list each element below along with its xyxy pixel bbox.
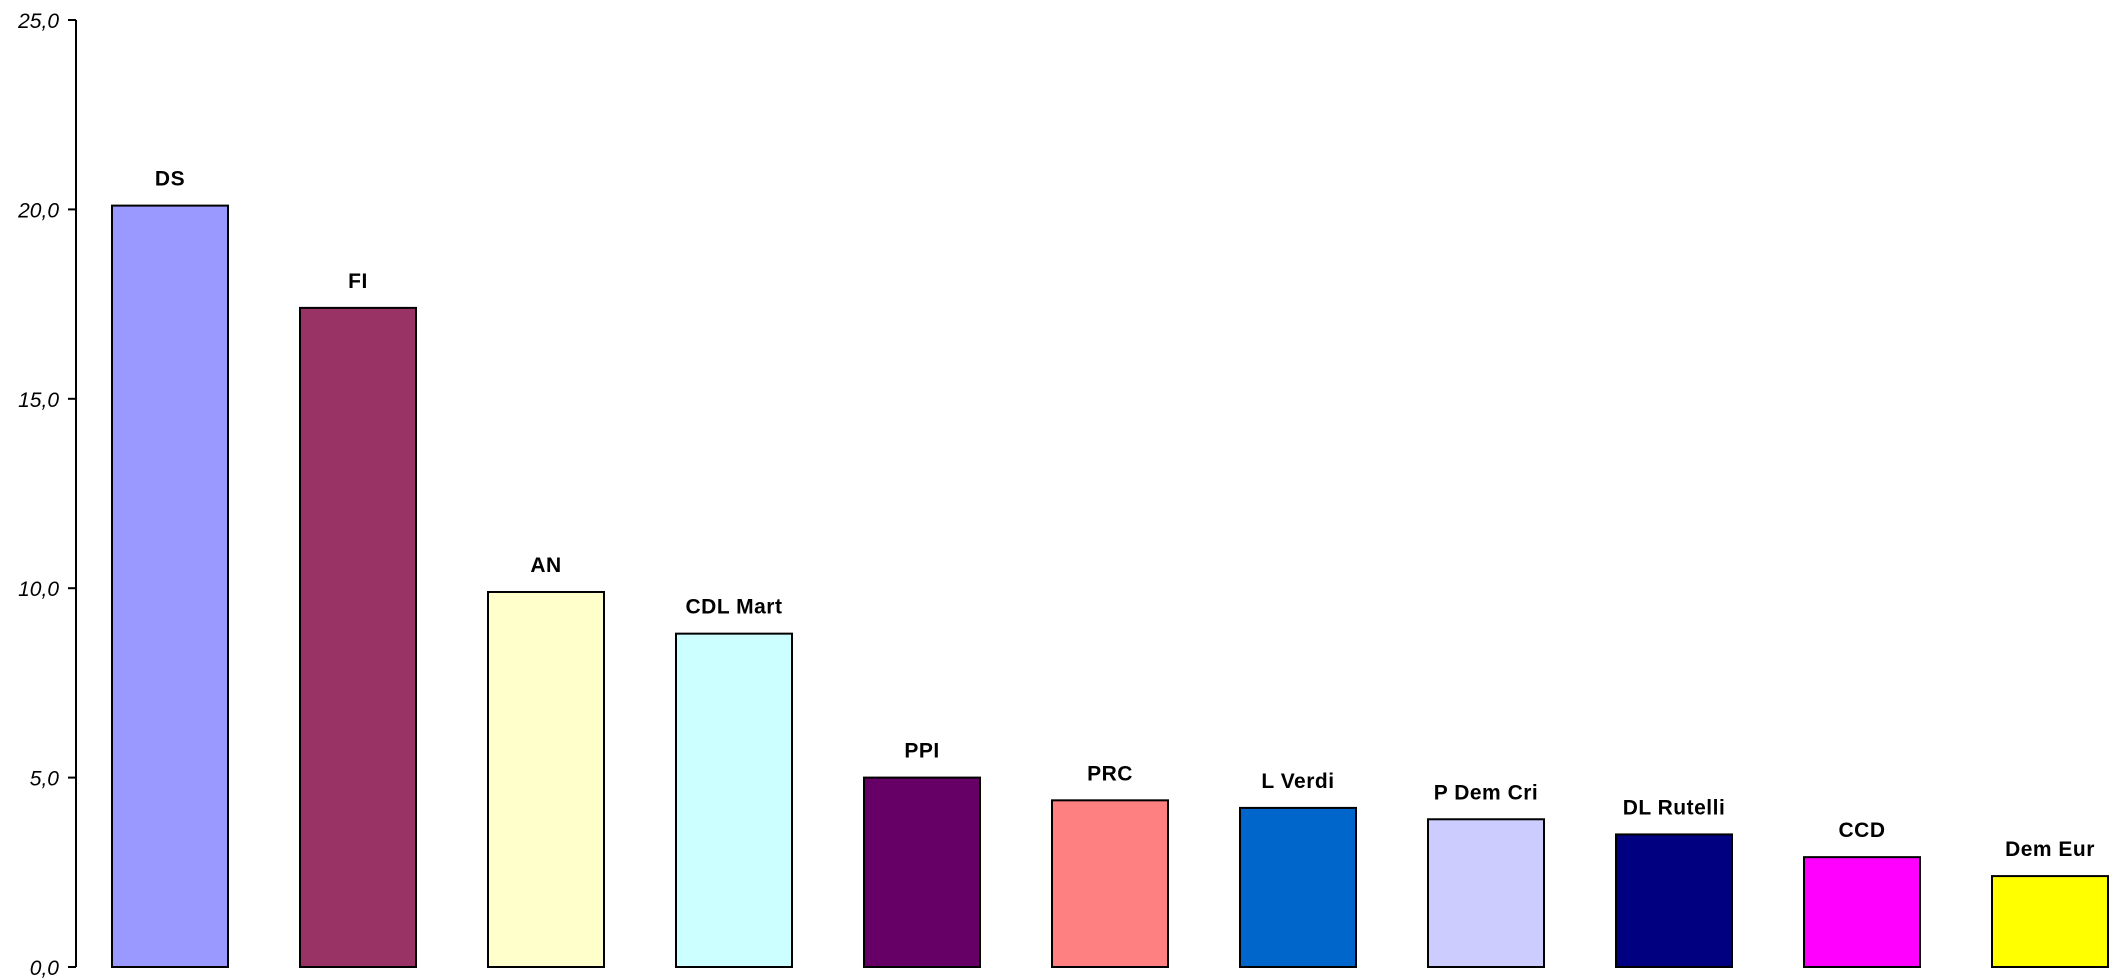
bar-prc — [1051, 799, 1169, 968]
y-tick-label: 10,0 — [18, 578, 59, 601]
y-tick-label: 25,0 — [17, 10, 59, 33]
bar-p-dem-cri — [1427, 818, 1545, 968]
bar-label: PRC — [1087, 762, 1133, 785]
bar-ccd — [1803, 856, 1921, 969]
bar-an — [487, 590, 605, 968]
bar-l-verdi — [1239, 806, 1357, 968]
bar-label: Dem Eur — [2005, 838, 2095, 861]
bar-label: PPI — [904, 740, 939, 763]
bar-fi — [299, 306, 417, 968]
y-tick-label: 20,0 — [17, 199, 59, 222]
bar-ds — [111, 204, 229, 968]
y-tick-label: 5,0 — [30, 768, 60, 791]
bar-labels: DS FI AN CDL Mart PPI PRC L Verdi P Dem Cri DL R… — [155, 168, 2095, 861]
bar-cdl-mart — [675, 632, 793, 968]
y-tick-label: 0,0 — [30, 957, 60, 980]
bar-dem-eur — [1991, 875, 2109, 969]
bar-label: CCD — [1839, 819, 1886, 842]
bar-ppi — [863, 776, 981, 968]
bar-label: DS — [155, 168, 185, 191]
bar-label: CDL Mart — [686, 596, 783, 619]
bar-label: AN — [530, 554, 561, 577]
y-tick-label: 15,0 — [18, 389, 59, 412]
bar-label: FI — [348, 270, 368, 293]
y-axis: 0,0 5,0 10,0 15,0 20,0 25,0 — [17, 10, 77, 980]
bars — [111, 204, 2109, 969]
bar-label: P Dem Cri — [1434, 781, 1539, 804]
bar-label: L Verdi — [1261, 770, 1334, 793]
bar-label: DL Rutelli — [1623, 796, 1726, 819]
bar-dl-rutelli — [1615, 833, 1733, 968]
